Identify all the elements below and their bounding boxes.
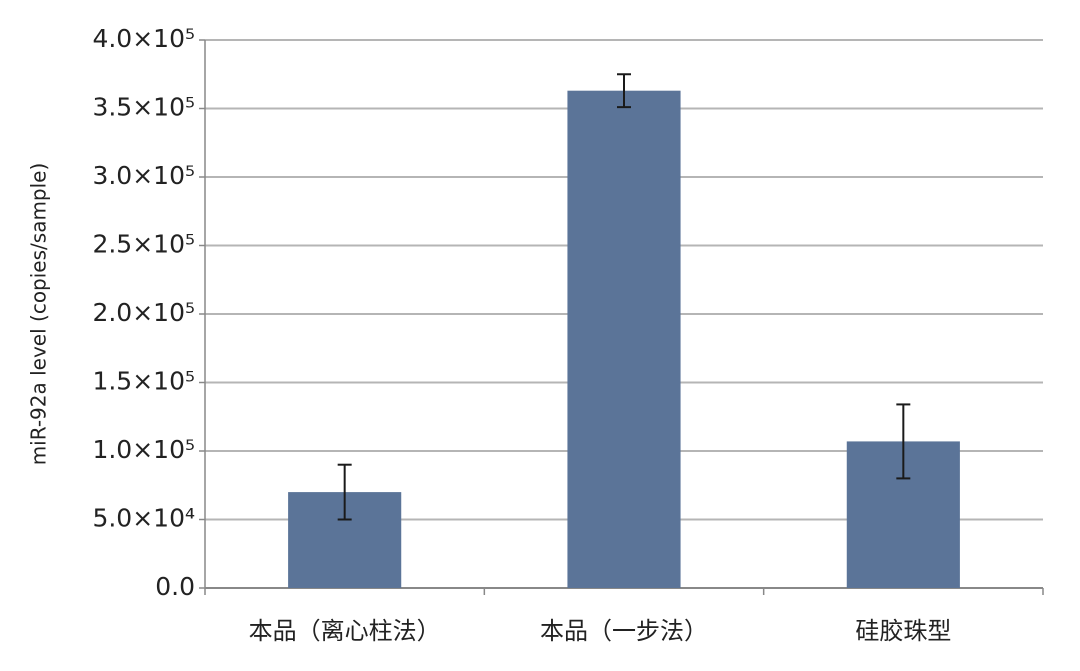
y-tick-label: 0.0 (155, 572, 195, 601)
y-tick-label: 5.0×10⁴ (92, 504, 195, 533)
y-tick-label: 3.5×10⁵ (92, 93, 195, 122)
bar (567, 90, 681, 588)
y-tick-label: 2.0×10⁵ (92, 298, 195, 327)
y-tick-label: 2.5×10⁵ (92, 230, 195, 259)
error-bar (617, 73, 631, 109)
y-tick-label: 4.0×10⁵ (92, 24, 195, 53)
x-tick-label: 硅胶珠型 (855, 617, 951, 645)
y-axis-label: miR-92a level (copies/sample) (27, 163, 51, 466)
x-tick-label: 本品（一步法） (540, 617, 708, 645)
x-tick-label: 本品（离心柱法） (249, 617, 441, 645)
y-tick-label: 1.5×10⁵ (92, 367, 195, 396)
error-bar (337, 463, 352, 521)
y-tick-label: 3.0×10⁵ (92, 161, 195, 190)
error-bar (896, 403, 911, 480)
y-tick-label: 1.0×10⁵ (92, 435, 195, 464)
